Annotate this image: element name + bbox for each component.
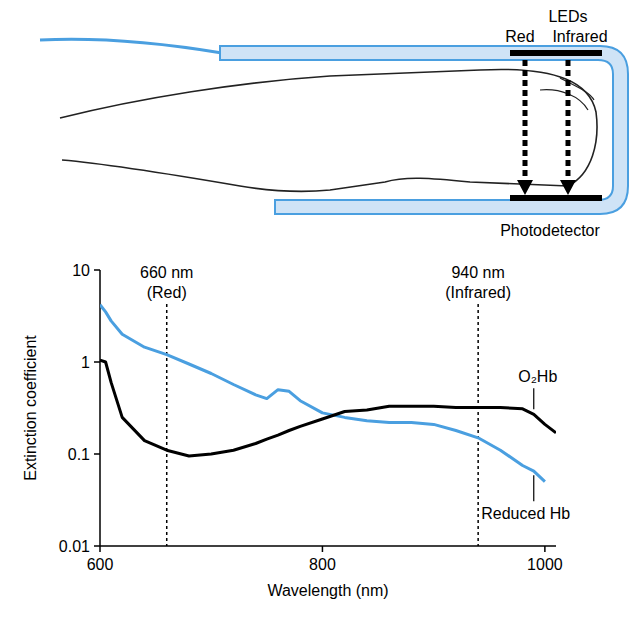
- x-axis: [100, 545, 556, 547]
- series-label: Reduced Hb: [481, 505, 570, 522]
- y-tick-label: 0.01: [59, 538, 90, 555]
- x-tick: [544, 546, 546, 552]
- plot-lines: [100, 305, 556, 482]
- figure: LEDs Red Infrared Photodetector 0.01 0.1 1 10 60…: [0, 0, 635, 620]
- x-tick-label: 600: [87, 556, 114, 573]
- series-line: [100, 360, 556, 456]
- leader-line: [533, 475, 534, 501]
- annotation-label: (Infrared): [445, 284, 511, 301]
- y-tick-label: 10: [72, 262, 90, 279]
- cable: [40, 39, 222, 53]
- annotation-label: (Red): [147, 284, 187, 301]
- y-tick: [94, 453, 100, 455]
- light-path: [523, 60, 528, 182]
- annotation-label: 940 nm: [451, 264, 504, 281]
- x-tick-label: 1000: [527, 556, 563, 573]
- annotation-line: [166, 304, 168, 546]
- annotation-line: [477, 304, 479, 546]
- y-axis: [99, 270, 101, 546]
- x-tick-label: 800: [309, 556, 336, 573]
- led-bar: [510, 50, 602, 56]
- chart: 0.01 0.1 1 10 600 800 1000 Wavelength (nm) Extin…: [22, 262, 570, 599]
- y-tick: [94, 269, 100, 271]
- arrow-head: [517, 180, 533, 195]
- detector-label: Photodetector: [500, 222, 600, 239]
- x-tick: [99, 546, 101, 552]
- leader-line: [533, 388, 534, 409]
- x-tick: [322, 546, 324, 552]
- finger-diagram: LEDs Red Infrared Photodetector: [40, 8, 628, 239]
- probe-clip: [220, 46, 628, 214]
- y-tick: [94, 545, 100, 547]
- led-label: Infrared: [552, 28, 607, 45]
- y-tick: [94, 361, 100, 363]
- y-tick-label: 0.1: [68, 446, 90, 463]
- y-tick-label: 1: [81, 354, 90, 371]
- led-label: Red: [505, 28, 534, 45]
- series-label: O₂Hb: [518, 368, 557, 385]
- y-axis-title: Extinction coefficient: [22, 335, 39, 481]
- series-line: [100, 305, 545, 482]
- detector-bar: [510, 195, 602, 201]
- finger-outline: [60, 69, 597, 191]
- light-path: [566, 60, 571, 182]
- arrow-head: [560, 180, 576, 195]
- leds-label: LEDs: [548, 8, 587, 25]
- x-axis-title: Wavelength (nm): [267, 582, 388, 599]
- annotation-label: 660 nm: [140, 264, 193, 281]
